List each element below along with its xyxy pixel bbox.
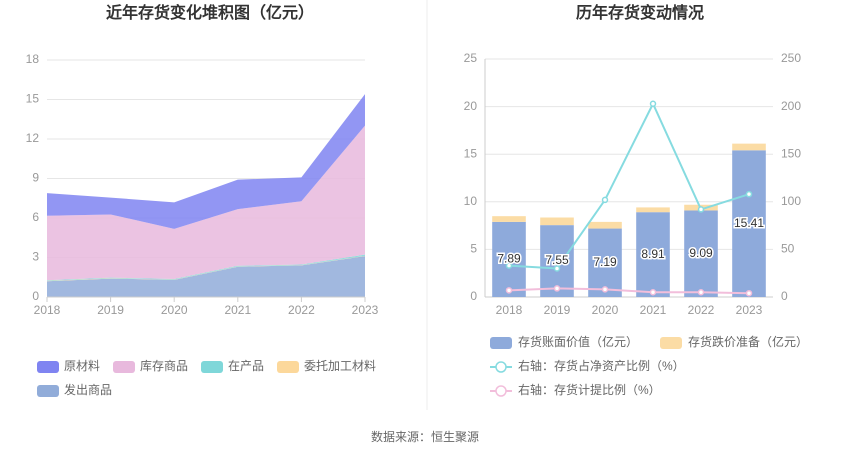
x-tick-label: 2019	[544, 303, 571, 317]
x-tick-label: 2021	[224, 303, 251, 317]
legend-label: 存货账面价值（亿元）	[518, 334, 638, 349]
x-tick-label: 2023	[736, 303, 763, 317]
legend-label: 存货跌价准备（亿元）	[688, 334, 808, 349]
chart-title: 近年存货变化堆积图（亿元）	[106, 3, 314, 22]
bar	[540, 225, 574, 297]
line-point	[553, 285, 561, 292]
line-point	[505, 262, 513, 269]
legend-swatch	[490, 337, 512, 349]
y2-tick-label: 0	[781, 289, 788, 303]
bar	[492, 216, 526, 222]
chart-title: 历年存货变动情况	[576, 3, 704, 22]
x-tick-label: 2020	[592, 303, 619, 317]
bar	[636, 212, 670, 297]
y-tick-label: 0	[32, 289, 39, 303]
legend-label: 右轴：存货计提比例（%）	[518, 382, 661, 397]
line	[508, 101, 750, 270]
value-label: 7.19	[593, 255, 617, 269]
line-point	[649, 100, 657, 107]
legend-swatch	[277, 361, 299, 373]
bar	[540, 217, 574, 226]
legend-marker	[495, 385, 507, 397]
line-point	[553, 265, 561, 272]
line-point	[601, 196, 609, 204]
bar	[732, 150, 766, 297]
x-tick-label: 2018	[496, 303, 523, 317]
line-point	[649, 288, 657, 296]
value-label: 7.89	[497, 252, 521, 266]
legend-swatch	[660, 337, 682, 349]
bar	[684, 210, 718, 297]
area	[47, 256, 365, 297]
y-tick-label: 3	[32, 250, 39, 264]
x-tick-label: 2020	[161, 303, 188, 317]
y-tick-label: 15	[26, 92, 40, 106]
y-tick-label: 9	[32, 171, 39, 185]
line-point	[601, 286, 609, 293]
legend-label: 委托加工材料	[304, 359, 376, 373]
legend-swatch	[113, 361, 135, 373]
y2-tick-label: 200	[781, 99, 801, 113]
y-tick-label: 15	[464, 146, 478, 160]
x-tick-label: 2022	[288, 303, 315, 317]
y-tick-label: 25	[464, 51, 478, 65]
x-tick-label: 2023	[352, 303, 379, 317]
area	[47, 125, 365, 281]
area	[47, 94, 365, 229]
y-tick-label: 6	[32, 210, 39, 224]
line	[508, 287, 750, 295]
line-point	[697, 206, 705, 213]
legend-label: 原材料	[64, 359, 100, 373]
bar	[732, 143, 766, 151]
y-tick-label: 18	[26, 52, 40, 66]
y2-tick-label: 100	[781, 194, 801, 208]
bar	[492, 221, 526, 297]
bar	[588, 221, 622, 229]
legend-label: 右轴：存货占净资产比例（%）	[518, 358, 685, 373]
value-label: 15.41	[734, 216, 764, 230]
source-note: 数据来源：恒生聚源	[371, 429, 479, 444]
y2-tick-label: 150	[781, 146, 801, 160]
bar	[588, 228, 622, 297]
legend-marker	[495, 361, 507, 373]
legend-label: 库存商品	[140, 358, 188, 373]
y-tick-label: 12	[26, 131, 40, 145]
line-point	[745, 289, 753, 297]
y-tick-label: 10	[464, 194, 478, 208]
legend-swatch	[37, 361, 59, 373]
x-tick-label: 2021	[640, 303, 667, 317]
legend-swatch	[37, 385, 59, 397]
x-tick-label: 2019	[97, 303, 124, 317]
legend-label: 在产品	[228, 359, 264, 373]
legend-label: 发出商品	[64, 382, 112, 397]
y-tick-label: 20	[464, 99, 478, 113]
value-label: 9.09	[689, 246, 713, 260]
legend-swatch	[201, 361, 223, 373]
x-tick-label: 2018	[34, 303, 61, 317]
value-label: 7.55	[545, 253, 569, 267]
bar	[636, 207, 670, 213]
y-tick-label: 5	[470, 242, 477, 256]
y2-tick-label: 250	[781, 51, 801, 65]
x-tick-label: 2022	[688, 303, 715, 317]
y-tick-label: 0	[470, 289, 477, 303]
y2-tick-label: 50	[781, 242, 795, 256]
line-point	[697, 288, 705, 296]
value-label: 8.91	[641, 247, 665, 261]
line-point	[505, 287, 513, 294]
line-point	[745, 190, 753, 198]
